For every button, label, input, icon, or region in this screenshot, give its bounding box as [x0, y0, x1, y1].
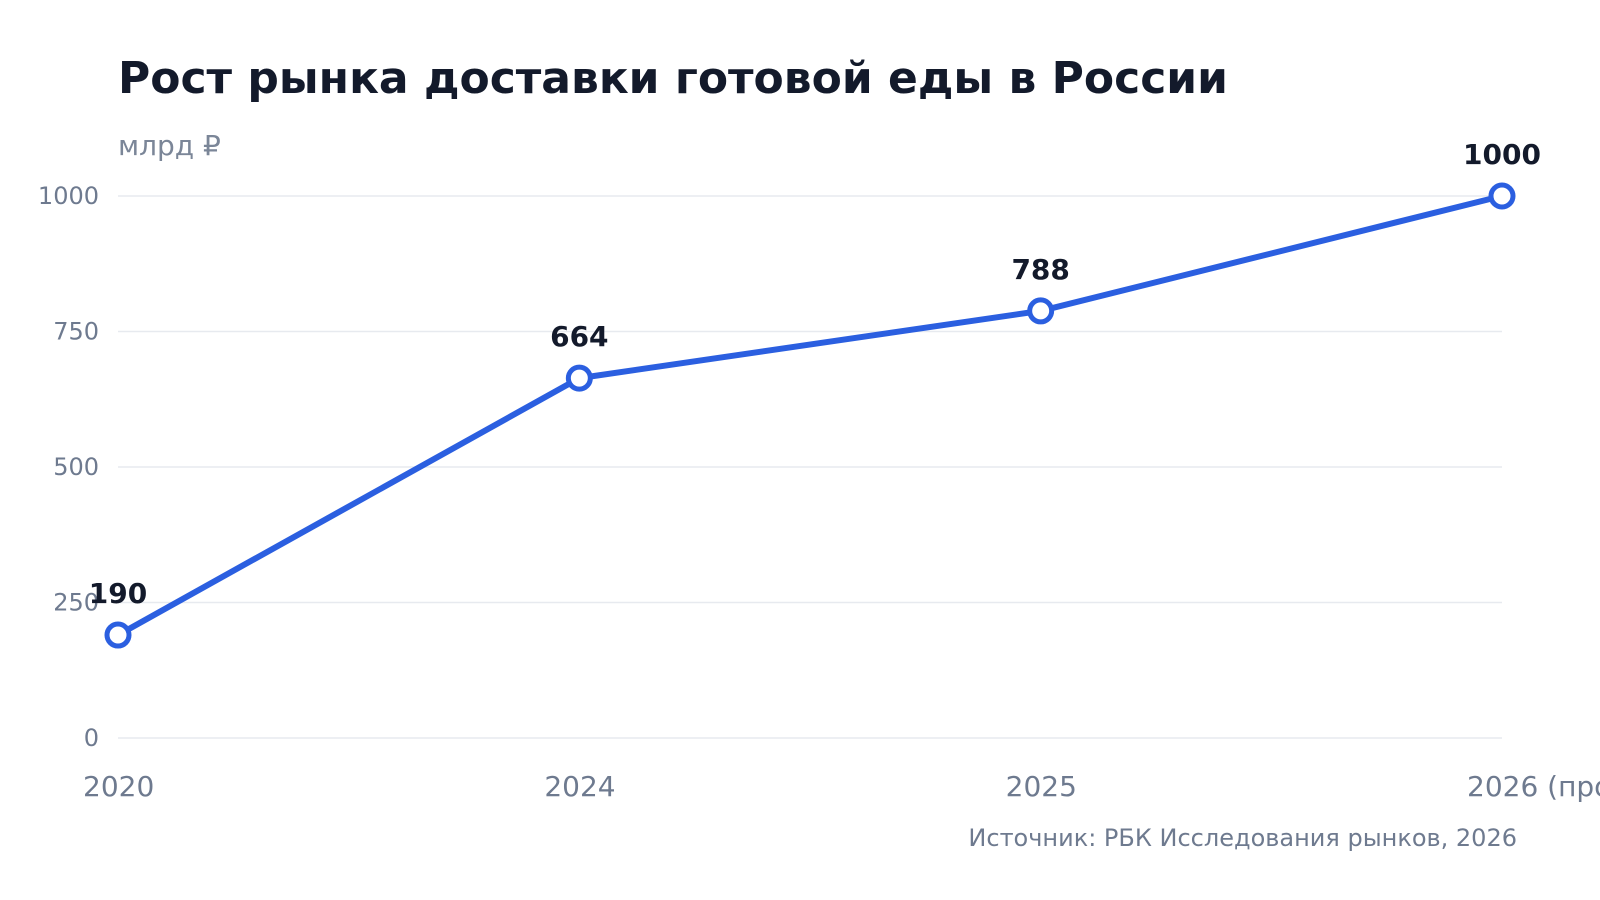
x-axis-ticks: 2020 2024 2025 2026 (прогн	[83, 770, 1600, 803]
gridlines	[118, 195, 1502, 739]
x-tick-label: 2020	[83, 770, 154, 803]
y-axis-ticks: 0 250 500 750 1000	[38, 182, 99, 752]
data-label: 1000	[1463, 138, 1541, 171]
chart-title: Рост рынка доставки готовой еды в России	[118, 53, 1228, 104]
y-tick-label: 0	[84, 724, 99, 752]
data-label: 664	[550, 320, 608, 353]
x-tick-label: 2024	[544, 770, 615, 803]
source-note: Источник: РБК Исследования рынков, 2026	[968, 824, 1517, 852]
x-tick-label: 2025	[1006, 770, 1077, 803]
data-point	[565, 364, 593, 392]
chart-unit-label: млрд ₽	[118, 129, 221, 162]
y-tick-label: 1000	[38, 182, 99, 210]
y-tick-label: 250	[53, 589, 99, 617]
x-tick-label: 2026 (прогн	[1467, 770, 1600, 803]
data-point	[104, 621, 132, 649]
series-line	[115, 193, 1505, 639]
data-label: 788	[1011, 253, 1069, 286]
line-series	[104, 182, 1516, 649]
y-tick-label: 750	[53, 318, 99, 346]
data-labels: 190 664 788 1000	[89, 138, 1541, 610]
data-point	[1027, 297, 1055, 325]
data-label: 190	[89, 577, 147, 610]
y-tick-label: 500	[53, 453, 99, 481]
data-point	[1488, 182, 1516, 210]
